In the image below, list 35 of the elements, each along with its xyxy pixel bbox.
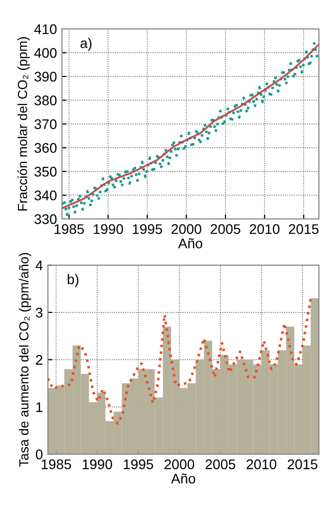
- y-tick-label: 370: [34, 119, 57, 130]
- y-tick-label: 410: [34, 24, 57, 34]
- y-tick-label: 330: [34, 214, 57, 224]
- x-tick-label: 2000: [164, 459, 194, 470]
- x-tick-label: 2010: [250, 224, 280, 234]
- x-tick-label: 1985: [54, 224, 84, 234]
- x-tick-label: 2000: [172, 224, 202, 234]
- y-tick-label: 380: [34, 96, 57, 106]
- x-tick-label: 1995: [124, 459, 154, 470]
- x-tick-label: 1995: [132, 224, 162, 234]
- y-tick-label: 0: [36, 449, 42, 460]
- annotation: b): [68, 274, 78, 287]
- y-tick-label: 4: [36, 260, 43, 270]
- y-tick-label: 400: [34, 48, 57, 58]
- x-tick-label: 1990: [94, 224, 124, 234]
- x-tick-label: 2015: [288, 459, 318, 470]
- y-tick-label: 1: [36, 402, 42, 412]
- y-tick-label: 340: [34, 190, 57, 200]
- line-series: [48, 296, 314, 425]
- y-axis-title: Tasa de aumento del CO₂ (ppm/año): [18, 253, 32, 467]
- x-tick-label: 2015: [288, 224, 319, 234]
- y-tick-label: 3: [36, 308, 42, 318]
- x-tick-label: 2005: [206, 459, 236, 470]
- y-axis-title: Fracción molar del CO₂ (ppm): [17, 37, 30, 210]
- x-tick-label: 1985: [42, 459, 71, 470]
- y-tick-label: 350: [34, 166, 57, 177]
- x-tick-label: 2005: [210, 224, 240, 234]
- x-axis-title: Año: [171, 473, 196, 484]
- annotation: a): [80, 38, 92, 51]
- x-tick-label: 2010: [246, 459, 276, 470]
- x-axis-title: Año: [178, 238, 202, 248]
- y-tick-label: 2: [36, 355, 42, 365]
- y-tick-label: 360: [34, 143, 57, 153]
- y-tick-label: 390: [34, 72, 57, 82]
- x-tick-label: 1990: [82, 459, 112, 470]
